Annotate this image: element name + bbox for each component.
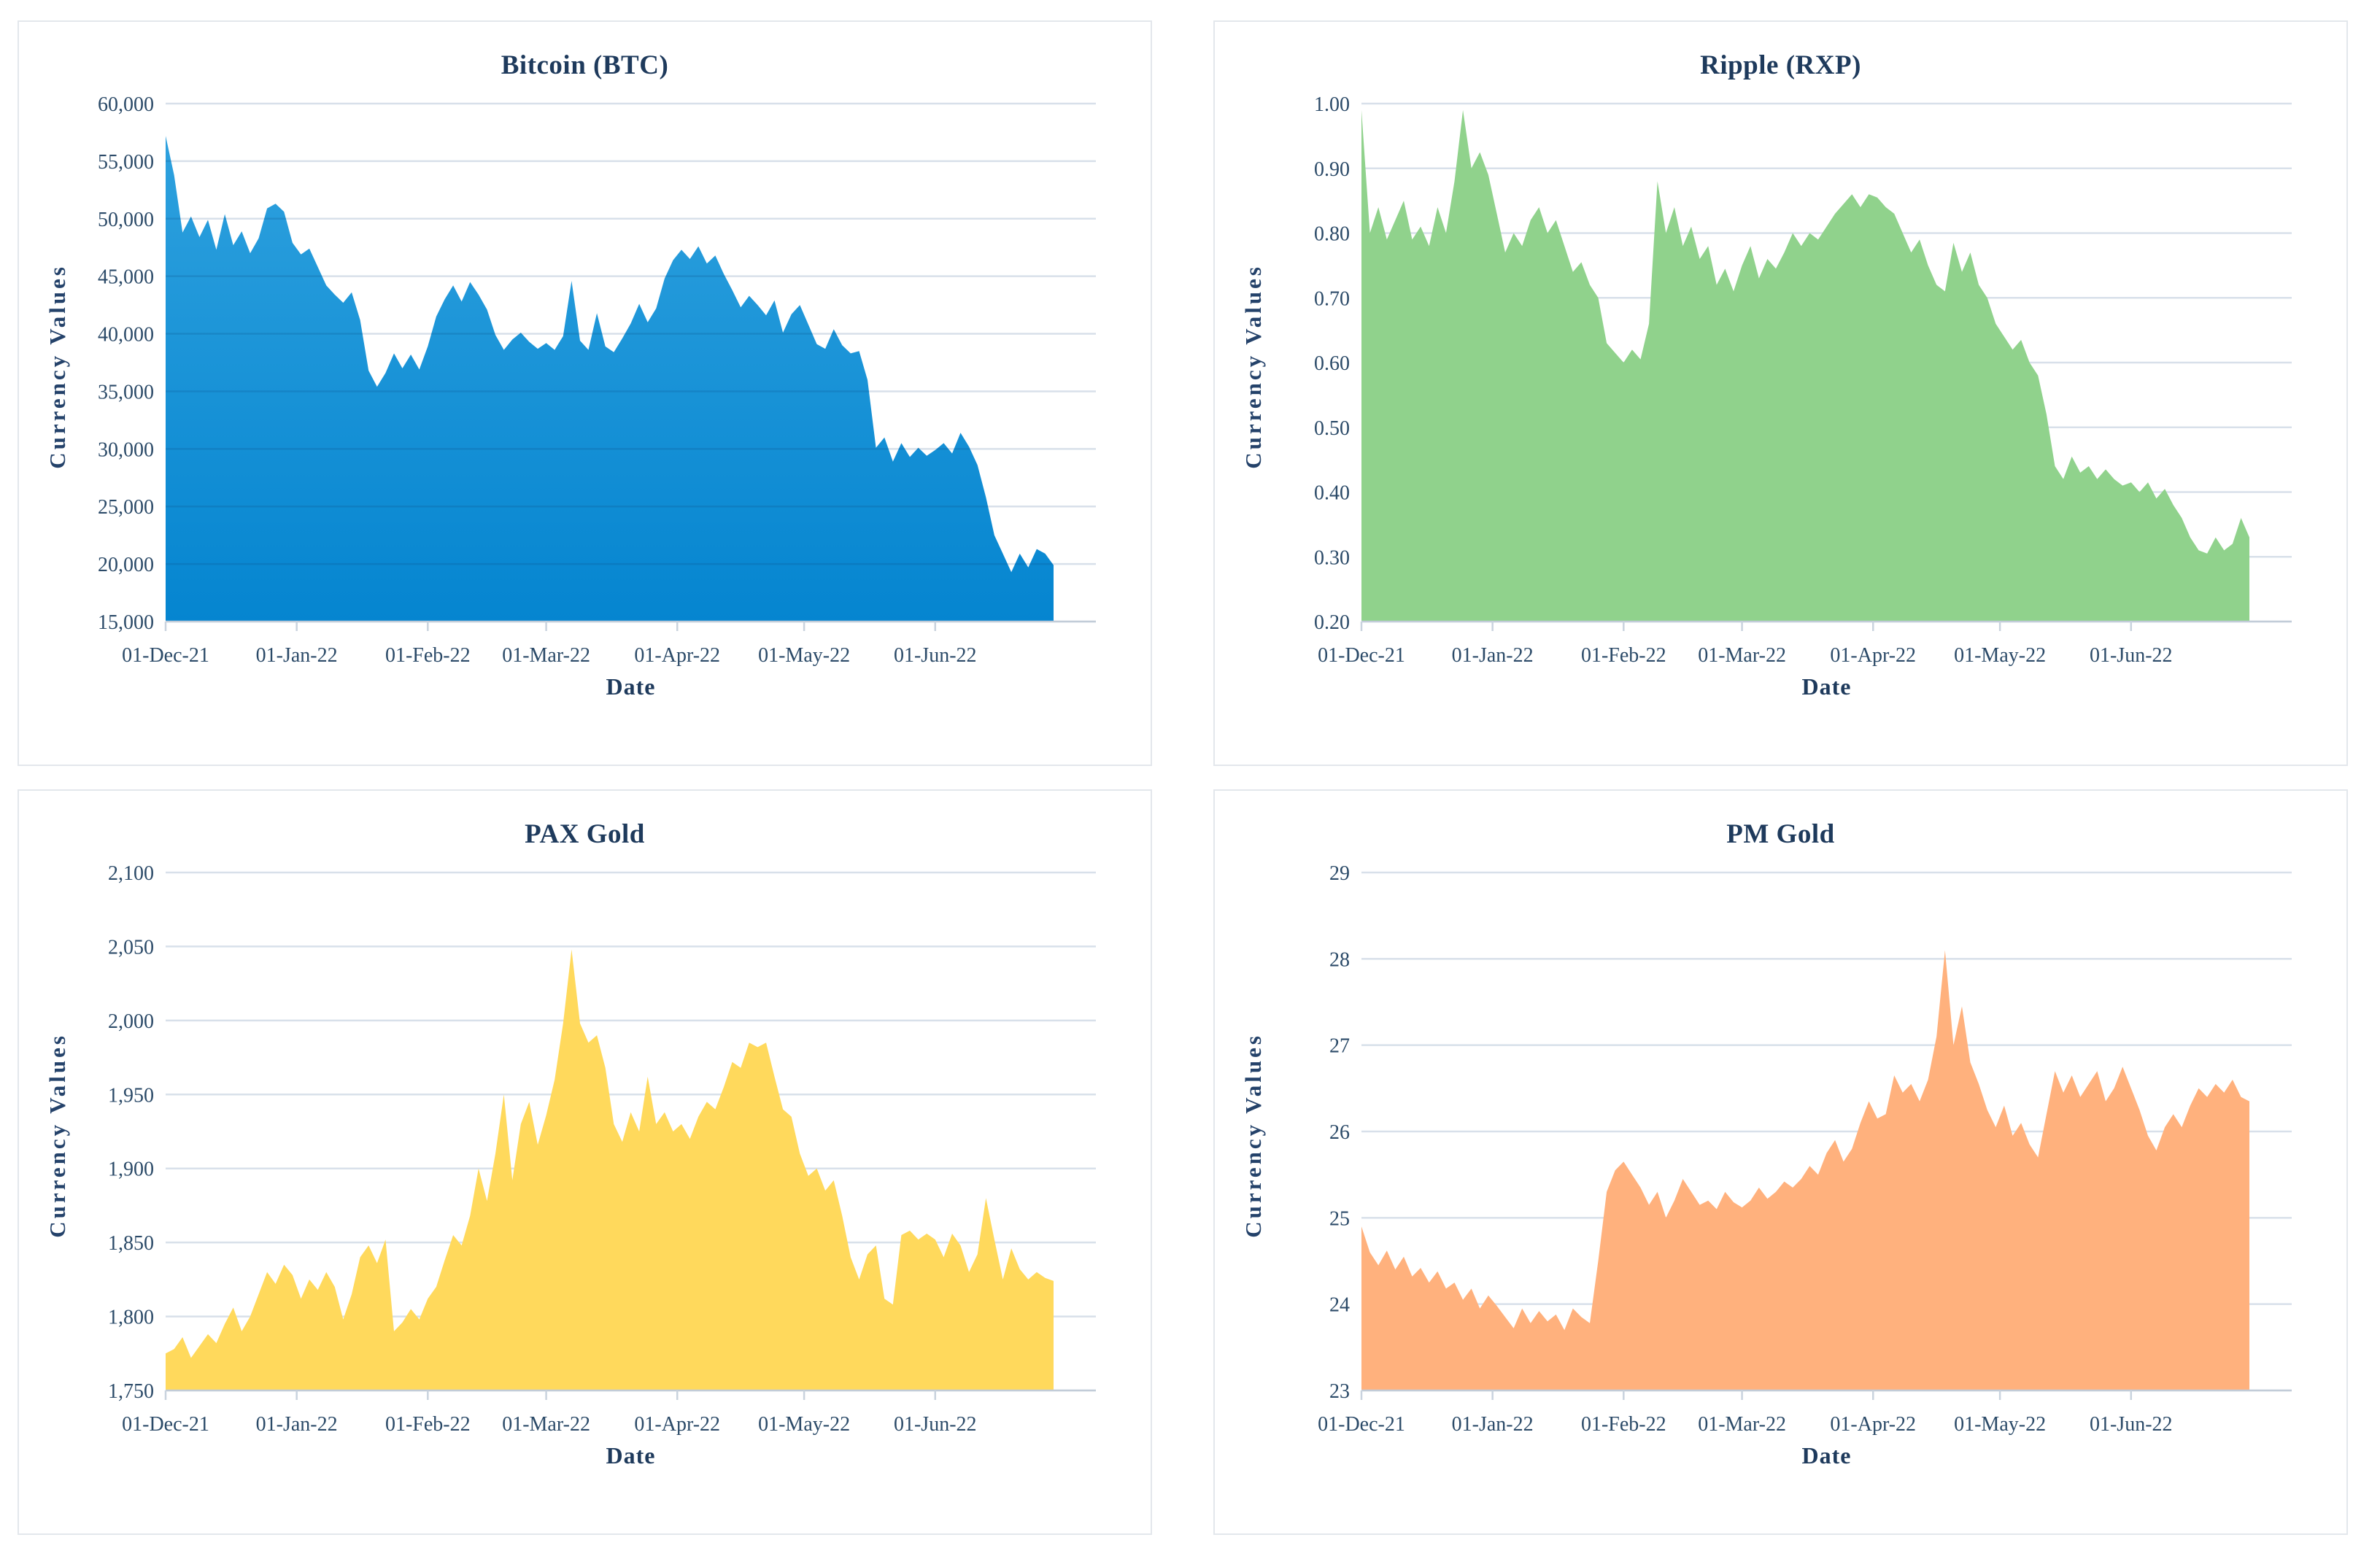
svg-text:01-Mar-22: 01-Mar-22 xyxy=(502,1413,590,1436)
svg-text:01-Feb-22: 01-Feb-22 xyxy=(1581,644,1666,667)
plot-area-pax-gold: 2,100 2,050 2,000 1,950 1,900 1,850 1,800 1,750… xyxy=(82,854,1136,1442)
chart-area-pm-gold: Currency Values 29 28 27 26 25 24 23 01-Dec-21 0… xyxy=(1229,854,2332,1442)
svg-text:0.90: 0.90 xyxy=(1314,158,1350,181)
svg-text:01-Feb-22: 01-Feb-22 xyxy=(385,644,471,667)
svg-text:01-Apr-22: 01-Apr-22 xyxy=(634,644,720,667)
svg-text:01-Jun-22: 01-Jun-22 xyxy=(2090,644,2173,667)
svg-text:23: 23 xyxy=(1329,1380,1350,1403)
svg-text:01-Jan-22: 01-Jan-22 xyxy=(1452,1413,1534,1436)
svg-text:27: 27 xyxy=(1329,1035,1350,1058)
plot-area-pm-gold: 29 28 27 26 25 24 23 01-Dec-21 01-Jan-22 01-Feb-2… xyxy=(1278,854,2332,1442)
svg-text:01-Jan-22: 01-Jan-22 xyxy=(256,1413,338,1436)
panel-bitcoin-btc: Bitcoin (BTC) Currency Values 60,000 55,0… xyxy=(18,20,1152,766)
chart-title-bitcoin: Bitcoin (BTC) xyxy=(501,50,669,80)
y-axis-title-wrap: Currency Values xyxy=(1229,854,1278,1416)
svg-text:1,950: 1,950 xyxy=(108,1084,154,1107)
svg-text:01-Jun-22: 01-Jun-22 xyxy=(894,644,977,667)
chart-area-pax-gold: Currency Values 2,100 2,050 2,000 1,950 1,90… xyxy=(34,854,1136,1442)
svg-text:01-Apr-22: 01-Apr-22 xyxy=(1830,1413,1916,1436)
y-axis-title-wrap: Currency Values xyxy=(34,85,82,647)
svg-text:01-Jan-22: 01-Jan-22 xyxy=(1452,644,1534,667)
svg-text:0.50: 0.50 xyxy=(1314,417,1350,440)
svg-text:01-Feb-22: 01-Feb-22 xyxy=(1581,1413,1666,1436)
x-axis-title: Date xyxy=(606,673,656,700)
area-chart-pm-gold: 29 28 27 26 25 24 23 01-Dec-21 01-Jan-22 01-Feb-2… xyxy=(1318,862,2292,1436)
panel-ripple-rxp: Ripple (RXP) Currency Values 1.00 0.90 0.8… xyxy=(1213,20,2348,766)
svg-text:25: 25 xyxy=(1329,1207,1350,1230)
y-axis-title: Currency Values xyxy=(45,263,70,469)
svg-text:01-Feb-22: 01-Feb-22 xyxy=(385,1413,471,1436)
svg-text:29: 29 xyxy=(1329,862,1350,885)
svg-text:26: 26 xyxy=(1329,1121,1350,1144)
svg-text:28: 28 xyxy=(1329,948,1350,971)
svg-text:0.60: 0.60 xyxy=(1314,352,1350,375)
svg-text:01-Jun-22: 01-Jun-22 xyxy=(894,1413,977,1436)
svg-text:01-Jun-22: 01-Jun-22 xyxy=(2090,1413,2173,1436)
svg-text:0.40: 0.40 xyxy=(1314,482,1350,505)
svg-text:25,000: 25,000 xyxy=(98,496,154,519)
svg-text:01-Dec-21: 01-Dec-21 xyxy=(1318,644,1405,667)
svg-text:01-May-22: 01-May-22 xyxy=(758,644,850,667)
svg-text:50,000: 50,000 xyxy=(98,209,154,231)
svg-text:01-May-22: 01-May-22 xyxy=(758,1413,850,1436)
y-axis-title: Currency Values xyxy=(1240,1032,1266,1238)
svg-text:01-Apr-22: 01-Apr-22 xyxy=(1830,644,1916,667)
svg-text:01-Mar-22: 01-Mar-22 xyxy=(1698,644,1786,667)
svg-text:01-May-22: 01-May-22 xyxy=(1954,644,2046,667)
svg-text:01-Dec-21: 01-Dec-21 xyxy=(1318,1413,1405,1436)
y-axis-title: Currency Values xyxy=(1240,263,1266,469)
svg-text:01-Jan-22: 01-Jan-22 xyxy=(256,644,338,667)
panel-pax-gold: PAX Gold Currency Values 2,100 2,050 2,000… xyxy=(18,789,1152,1535)
svg-text:0.20: 0.20 xyxy=(1314,611,1350,634)
y-axis-title-wrap: Currency Values xyxy=(34,854,82,1416)
svg-text:24: 24 xyxy=(1329,1294,1350,1317)
svg-text:1,850: 1,850 xyxy=(108,1232,154,1255)
area-chart-pax-gold: 2,100 2,050 2,000 1,950 1,900 1,850 1,800 1,750… xyxy=(108,862,1096,1436)
svg-text:2,000: 2,000 xyxy=(108,1010,154,1033)
svg-text:2,100: 2,100 xyxy=(108,862,154,885)
svg-text:1,900: 1,900 xyxy=(108,1158,154,1181)
plot-area-bitcoin: 60,000 55,000 50,000 45,000 40,000 35,000 30,0… xyxy=(82,85,1136,673)
area-chart-ripple: 1.00 0.90 0.80 0.70 0.60 0.50 0.40 0.30 0.20 01-D… xyxy=(1314,93,2292,667)
chart-area-bitcoin: Currency Values 60,000 55,000 50,000 45,000… xyxy=(34,85,1136,673)
chart-title-pax-gold: PAX Gold xyxy=(525,819,645,849)
svg-text:0.70: 0.70 xyxy=(1314,287,1350,310)
svg-text:35,000: 35,000 xyxy=(98,381,154,403)
y-axis-title: Currency Values xyxy=(45,1032,70,1238)
svg-text:55,000: 55,000 xyxy=(98,151,154,174)
y-axis-title-wrap: Currency Values xyxy=(1229,85,1278,647)
chart-title-ripple: Ripple (RXP) xyxy=(1700,50,1861,80)
x-axis-title: Date xyxy=(1801,673,1852,700)
svg-text:1,800: 1,800 xyxy=(108,1307,154,1329)
svg-text:01-Mar-22: 01-Mar-22 xyxy=(502,644,590,667)
svg-text:01-Apr-22: 01-Apr-22 xyxy=(634,1413,720,1436)
svg-text:20,000: 20,000 xyxy=(98,554,154,576)
svg-text:0.80: 0.80 xyxy=(1314,223,1350,246)
svg-text:1.00: 1.00 xyxy=(1314,93,1350,116)
svg-text:15,000: 15,000 xyxy=(98,611,154,634)
plot-area-ripple: 1.00 0.90 0.80 0.70 0.60 0.50 0.40 0.30 0.20 01-D… xyxy=(1278,85,2332,673)
chart-title-pm-gold: PM Gold xyxy=(1726,819,1835,849)
svg-text:01-May-22: 01-May-22 xyxy=(1954,1413,2046,1436)
chart-area-ripple: Currency Values 1.00 0.90 0.80 0.70 0.60 0.50… xyxy=(1229,85,2332,673)
area-chart-bitcoin: 60,000 55,000 50,000 45,000 40,000 35,000 30,0… xyxy=(98,93,1096,667)
svg-text:2,050: 2,050 xyxy=(108,936,154,959)
svg-text:30,000: 30,000 xyxy=(98,438,154,461)
panel-pm-gold: PM Gold Currency Values 29 28 27 26 25 24 23 01… xyxy=(1213,789,2348,1535)
svg-text:1,750: 1,750 xyxy=(108,1380,154,1403)
svg-text:60,000: 60,000 xyxy=(98,93,154,116)
svg-text:01-Dec-21: 01-Dec-21 xyxy=(122,1413,209,1436)
svg-text:0.30: 0.30 xyxy=(1314,546,1350,569)
x-axis-title: Date xyxy=(1801,1442,1852,1469)
svg-text:01-Dec-21: 01-Dec-21 xyxy=(122,644,209,667)
svg-text:40,000: 40,000 xyxy=(98,324,154,347)
x-axis-title: Date xyxy=(606,1442,656,1469)
svg-text:45,000: 45,000 xyxy=(98,266,154,289)
svg-text:01-Mar-22: 01-Mar-22 xyxy=(1698,1413,1786,1436)
